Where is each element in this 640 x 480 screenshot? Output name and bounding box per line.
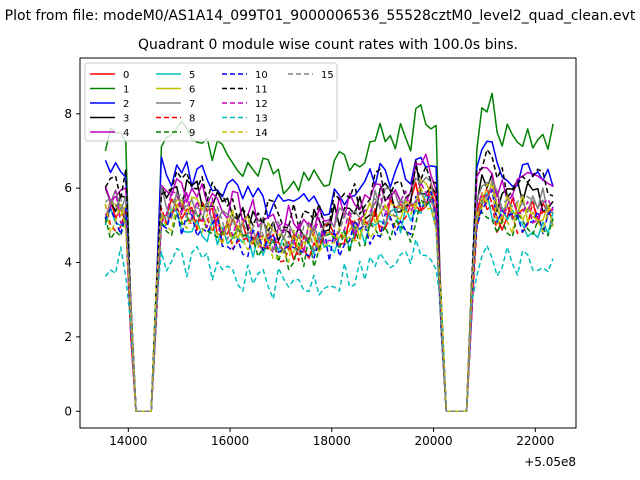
x-tick-label: 16000 [211, 434, 249, 448]
legend-label-10: 10 [255, 70, 268, 81]
series-line-10 [104, 189, 554, 413]
legend-label-9: 9 [189, 128, 195, 139]
legend-label-0: 0 [123, 70, 129, 81]
legend-label-8: 8 [189, 114, 195, 125]
x-tick-label: 20000 [414, 434, 452, 448]
y-tick-label: 0 [64, 404, 72, 418]
series-line-15 [104, 182, 554, 413]
x-tick-label: 22000 [516, 434, 554, 448]
legend-label-11: 11 [255, 85, 268, 96]
legend-label-4: 4 [123, 128, 129, 139]
series-layer [104, 92, 554, 413]
y-tick-label: 4 [64, 256, 72, 270]
y-tick-label: 2 [64, 330, 72, 344]
x-axis: 14000 16000 18000 20000 22000 [109, 428, 554, 448]
x-offset-label: +5.05e8 [524, 455, 576, 469]
legend-label-7: 7 [189, 99, 195, 110]
y-axis: 0 2 4 6 8 [64, 107, 80, 418]
legend-box [84, 62, 338, 142]
x-tick-label: 18000 [313, 434, 351, 448]
chart-title: Quadrant 0 module wise count rates with … [138, 37, 518, 53]
legend-label-15: 15 [321, 70, 334, 81]
axes-frame [79, 57, 577, 429]
legend-label-14: 14 [255, 128, 268, 139]
series-line-2 [104, 140, 554, 413]
series-line-9 [104, 198, 554, 413]
series-line-11 [104, 148, 554, 413]
x-tick-label: 14000 [109, 434, 147, 448]
legend-label-3: 3 [123, 114, 129, 125]
legend-label-5: 5 [189, 70, 195, 81]
figure-suptitle: Plot from file: modeM0/AS1A14_099T01_900… [5, 8, 636, 24]
series-line-7 [104, 176, 554, 413]
legend-label-13: 13 [255, 114, 268, 125]
legend-label-12: 12 [255, 99, 268, 110]
legend-label-2: 2 [123, 99, 129, 110]
series-line-14 [104, 182, 554, 413]
legend-label-1: 1 [123, 85, 129, 96]
y-tick-label: 8 [64, 107, 72, 121]
y-tick-label: 6 [64, 181, 72, 195]
series-line-12 [104, 181, 554, 413]
legend-label-6: 6 [189, 85, 195, 96]
